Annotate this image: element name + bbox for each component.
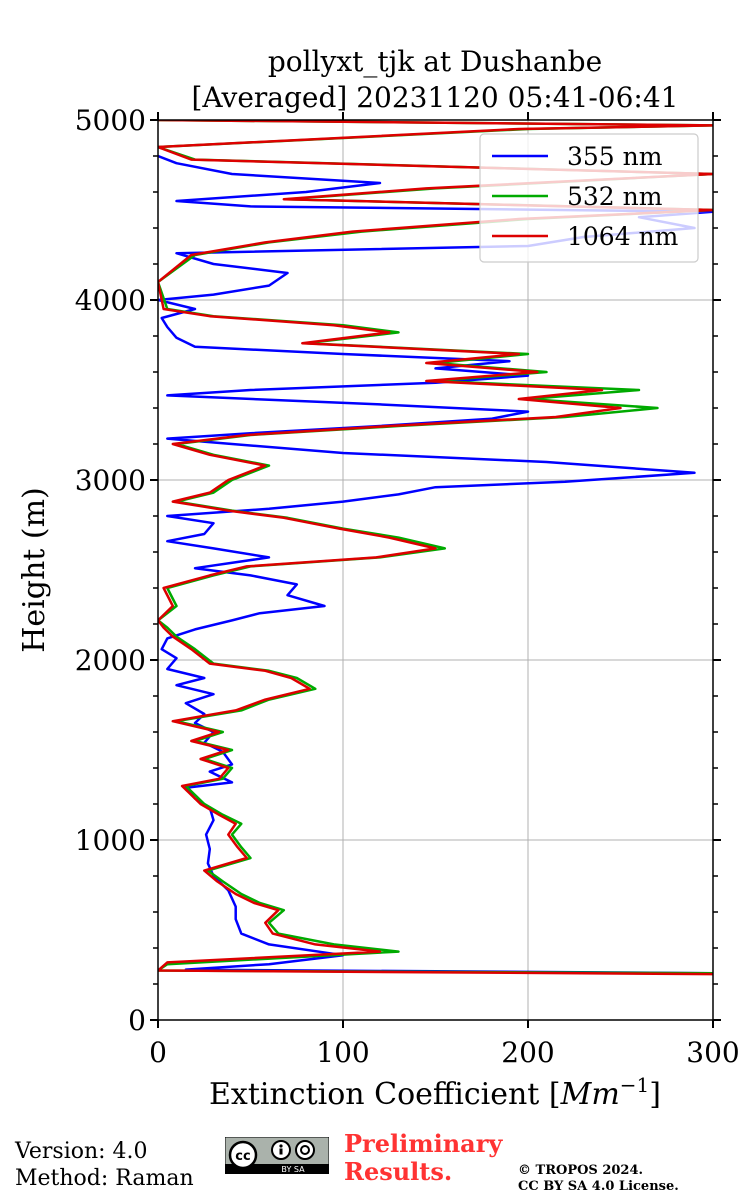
x-axis-label-exponent: −1: [620, 1073, 649, 1097]
copyright-line1: © TROPOS 2024.: [518, 1163, 644, 1178]
legend-label: 355 nm: [567, 142, 663, 171]
x-tick-label: 200: [501, 1036, 554, 1069]
preliminary-line1: Preliminary: [344, 1129, 503, 1158]
cc-logo-icon: [228, 1140, 258, 1170]
y-tick-label: 1000: [75, 824, 146, 857]
x-tick-label: 300: [686, 1036, 739, 1069]
series-lines: [158, 120, 713, 976]
legend-box: [479, 133, 699, 263]
y-tick-label: 2000: [75, 644, 146, 677]
y-tick-label: 0: [128, 1004, 146, 1037]
x-axis-label-text: Extinction Coefficient [: [209, 1077, 561, 1112]
y-tick-label: 3000: [75, 464, 146, 497]
chart-subtitle: [Averaged] 20231120 05:41-06:41: [192, 81, 679, 114]
copyright-line2: CC BY SA 4.0 License.: [518, 1179, 679, 1194]
preliminary-line2: Results.: [344, 1157, 453, 1186]
legend-label: 532 nm: [567, 182, 663, 211]
version-text: Version: 4.0: [15, 1139, 148, 1164]
legend: 355 nm 532 nm 1064 nm: [479, 133, 699, 263]
share-alike-icon-arc: [300, 1145, 310, 1155]
x-axis-label-unit: Mm: [560, 1077, 620, 1112]
x-tick-label: 0: [149, 1036, 167, 1069]
y-tick-label: 4000: [75, 284, 146, 317]
method-text: Method: Raman: [15, 1166, 194, 1191]
y-tick-label: 5000: [75, 104, 146, 137]
series-line-1064-nm: [158, 120, 713, 976]
share-alike-icon: [295, 1140, 315, 1160]
legend-label: 1064 nm: [567, 222, 679, 251]
x-tick-label: 100: [316, 1036, 369, 1069]
cc-logo-text: cc: [235, 1149, 250, 1164]
attribution-icon-body: [279, 1148, 283, 1155]
y-axis-label: Height (m): [17, 487, 52, 652]
copyright-notice: © TROPOS 2024. CC BY SA 4.0 License.: [518, 1163, 679, 1195]
cc-badge-strip: [225, 1164, 329, 1174]
footer-info: Version: 4.0 Method: Raman: [15, 1138, 194, 1192]
preliminary-notice: Preliminary Results.: [344, 1130, 502, 1186]
x-axis-label-close: ]: [649, 1077, 661, 1112]
chart-title: pollyxt_tjk at Dushanbe: [268, 45, 602, 78]
license-badge-label: BY SA: [281, 1165, 305, 1174]
x-axis-label: Extinction Coefficient [Mm−1]: [209, 1073, 661, 1112]
cc-license-badge: cc BY SA: [225, 1137, 329, 1174]
plot-frame: [157, 119, 714, 1021]
attribution-icon-head: [279, 1144, 283, 1148]
